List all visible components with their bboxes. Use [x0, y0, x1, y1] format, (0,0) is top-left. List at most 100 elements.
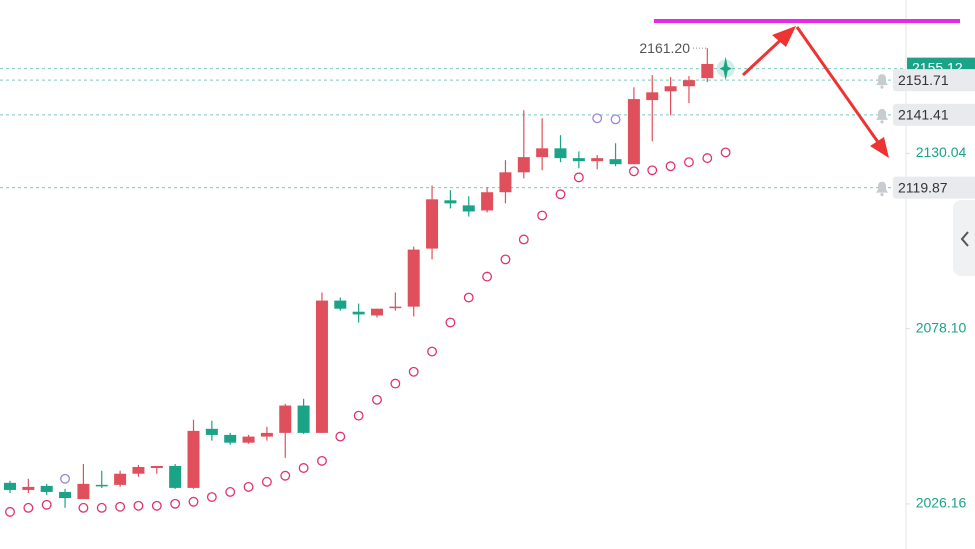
bell	[876, 181, 888, 193]
bell-clapper	[880, 85, 884, 89]
alert-tag	[893, 69, 975, 92]
sar-dot	[500, 254, 511, 265]
sar-dot	[720, 147, 731, 158]
sar-dot	[23, 502, 34, 513]
sar-dot	[555, 189, 566, 200]
sar-dot	[188, 496, 199, 507]
sar-dot	[610, 114, 621, 125]
bell-clapper	[880, 193, 884, 197]
sar-dot	[133, 500, 144, 511]
candle-body	[591, 158, 604, 162]
drawn-arrows	[741, 26, 889, 158]
bell-clapper	[880, 120, 884, 124]
alert-label: 2119.87	[898, 179, 948, 195]
candle-body	[701, 63, 714, 79]
sar-dot	[261, 476, 272, 487]
candle-body	[150, 465, 163, 468]
alert-label: 2141.41	[898, 107, 949, 123]
candle-body	[426, 199, 439, 249]
candle-body	[187, 430, 200, 488]
candle-body	[315, 300, 328, 433]
candle-body	[554, 148, 567, 159]
y-tick-label: 2078.10	[916, 319, 967, 335]
candle-body	[40, 485, 53, 492]
sar-dot	[353, 410, 364, 421]
sar-dot	[684, 157, 694, 168]
candle-body	[499, 172, 512, 193]
sar-dot	[317, 455, 327, 466]
sar-dot	[537, 210, 548, 221]
y-tick-label: 2130.04	[916, 144, 967, 160]
sar-dot	[60, 473, 71, 484]
candle-body	[444, 200, 457, 204]
sar-dot	[647, 165, 658, 176]
candle-body	[389, 306, 402, 309]
candle-body	[279, 405, 292, 433]
sar-dot	[427, 346, 438, 357]
candle-body	[517, 157, 530, 173]
alert-tag	[893, 103, 975, 126]
sar-dot	[41, 499, 52, 510]
sar-dot	[518, 234, 529, 245]
candle-body	[95, 484, 108, 487]
candle-body	[462, 205, 475, 212]
candle-body	[664, 86, 677, 92]
candle-body	[132, 466, 145, 474]
sar-dot	[573, 172, 584, 183]
sar-dot	[298, 463, 309, 473]
sar-dot	[96, 502, 107, 513]
candle-body	[609, 159, 622, 165]
candle-body	[334, 300, 347, 309]
sar-dot	[665, 161, 676, 172]
sar-dot	[335, 431, 346, 442]
y-tick-label: 2026.16	[916, 495, 967, 511]
sar-dot	[372, 394, 382, 405]
candle-body	[627, 99, 640, 165]
candle-body	[572, 158, 585, 162]
candle-body	[352, 311, 365, 315]
price-spark	[719, 56, 732, 81]
candle-body	[536, 148, 549, 158]
collapse-tab[interactable]	[953, 200, 975, 276]
candle-body	[169, 465, 182, 488]
bell-icon	[876, 74, 888, 89]
bell	[876, 74, 888, 86]
sar-dot	[445, 317, 456, 328]
sar-dot	[702, 153, 713, 164]
sar-dot	[206, 492, 217, 502]
candle-body	[260, 432, 273, 437]
candle-body	[205, 428, 218, 435]
candle-body	[59, 491, 72, 499]
alert-label: 2151.71	[898, 72, 949, 88]
sar-dot	[408, 366, 419, 377]
plot: 2026.162078.102130.042155.122151.712141.…	[0, 40, 975, 517]
candle-body	[682, 80, 695, 87]
candle-body	[407, 249, 420, 307]
candle-body	[77, 483, 90, 500]
candle-body	[224, 434, 237, 443]
candle-body	[297, 405, 310, 433]
candle-body	[242, 436, 255, 443]
candle-body	[22, 486, 35, 490]
bell-icon	[876, 181, 888, 197]
sar-dot	[628, 166, 639, 177]
sar-dot	[5, 506, 15, 517]
bell-icon	[876, 108, 888, 124]
sar-dot	[115, 501, 126, 512]
sar-dot	[482, 271, 493, 282]
bell	[876, 108, 888, 120]
sar-dot	[170, 498, 181, 509]
sar-dot	[151, 500, 162, 511]
candle-body	[371, 308, 383, 316]
candle-body	[481, 192, 494, 211]
candle-body	[4, 482, 16, 490]
candle-body	[646, 92, 659, 101]
max-label: 2161.20	[639, 40, 690, 56]
sar-dot	[463, 292, 474, 303]
sar-dot	[280, 470, 291, 481]
sar-dot	[390, 378, 401, 389]
sar-dot	[243, 481, 254, 492]
sar-dot	[78, 502, 89, 513]
